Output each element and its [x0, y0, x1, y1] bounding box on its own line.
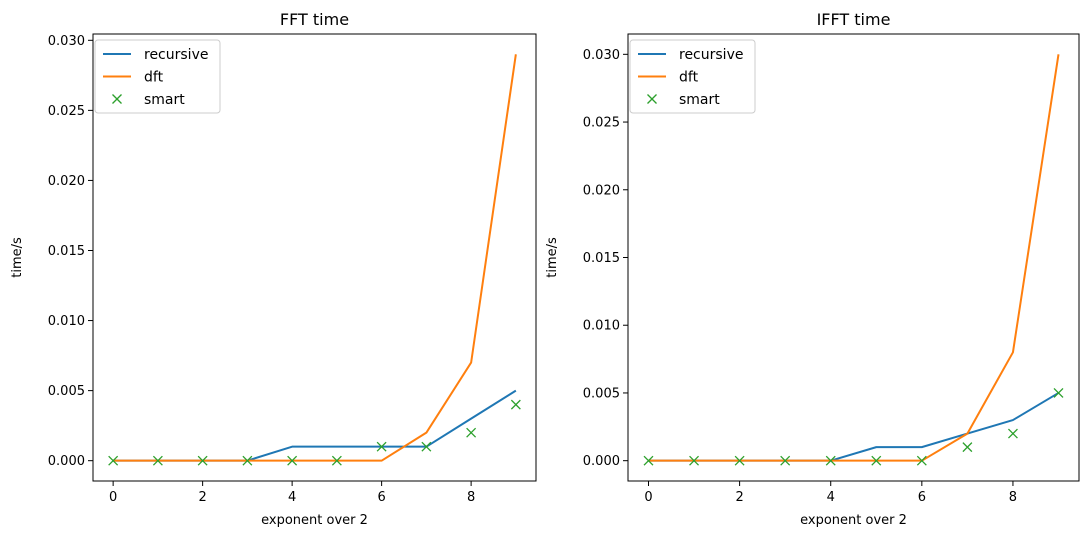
chart-0-y-tick-label: 0.000 [48, 454, 85, 469]
chart-1-y-tick-label: 0.000 [583, 454, 620, 469]
chart-1-title: IFFT time [817, 10, 891, 29]
chart-0-x-tick-label: 8 [467, 490, 475, 505]
chart-1-x-tick-label: 2 [735, 490, 743, 505]
chart-0-series-smart-point [197, 455, 208, 466]
chart-0-series-smart-point [421, 441, 432, 452]
chart-0-series-smart-point [510, 399, 521, 410]
chart-0-series-smart-point [331, 455, 342, 466]
chart-1-y-tick-label: 0.010 [583, 319, 620, 334]
chart-0-y-tick-label: 0.030 [48, 34, 85, 49]
chart-0-y-axis-label: time/s [10, 237, 25, 278]
chart-1-x-tick-label: 8 [1009, 490, 1017, 505]
chart-1-series-smart-point [825, 455, 836, 466]
chart-1-series-smart-point [689, 455, 700, 466]
chart-0-series-smart-point [152, 455, 163, 466]
chart-0-x-axis-label: exponent over 2 [261, 513, 368, 528]
chart-1-y-tick-label: 0.030 [583, 48, 620, 63]
chart-0-series-smart-point [108, 455, 119, 466]
chart-1-legend-box [629, 39, 756, 114]
chart-0-x-tick-label: 0 [109, 490, 117, 505]
chart-1-series-smart-point [871, 455, 882, 466]
chart-1-legend: recursive dft smart [629, 39, 756, 114]
chart-1-series-smart-point [1053, 387, 1064, 398]
fft-time-chart: FFT time 0 2 4 6 8 0.000 0.005 0.010 0.015 0.020 0.… [10, 10, 537, 528]
chart-1-x-tick-label: 6 [918, 490, 926, 505]
chart-0-x-tick-label: 2 [198, 490, 206, 505]
chart-0-y-tick-label: 0.020 [48, 174, 85, 189]
chart-1-series-dft-line [648, 54, 1060, 462]
chart-1-y-tick-label: 0.005 [583, 386, 620, 401]
chart-0-legend: recursive dft smart [94, 39, 221, 114]
chart-0-legend-label-smart: smart [144, 92, 185, 108]
chart-0-y-tick-label: 0.015 [48, 244, 85, 259]
chart-1-x-tick-label: 4 [827, 490, 835, 505]
chart-0-series-smart-point [287, 455, 298, 466]
chart-0-legend-swatch-smart [112, 94, 122, 104]
chart-0-x-tick-label: 4 [288, 490, 296, 505]
chart-0-x-tick-label: 6 [377, 490, 385, 505]
chart-1-series-smart-point [962, 442, 973, 453]
chart-1-legend-label-recursive: recursive [679, 47, 743, 63]
chart-0-title: FFT time [280, 10, 349, 29]
chart-1-legend-swatch-smart [647, 94, 657, 104]
chart-1-x-axis-label: exponent over 2 [800, 513, 907, 528]
chart-1-legend-label-dft: dft [679, 70, 699, 86]
chart-0-series-dft-line [113, 54, 517, 462]
chart-0-legend-label-recursive: recursive [144, 47, 208, 63]
chart-1-series-smart-point [916, 455, 927, 466]
chart-1-legend-label-smart: smart [679, 92, 720, 108]
chart-1-series-smart-point [734, 455, 745, 466]
chart-1-series-recursive-line [648, 392, 1060, 462]
chart-0-series-smart-point [376, 441, 387, 452]
chart-0-legend-box [94, 39, 221, 114]
chart-1-series-smart-point [643, 455, 654, 466]
chart-1-x-tick-label: 0 [644, 490, 652, 505]
chart-1-y-tick-label: 0.025 [583, 116, 620, 131]
chart-1-y-axis-label: time/s [545, 237, 560, 278]
chart-0-series-smart-point [466, 427, 477, 438]
chart-0-y-tick-label: 0.025 [48, 104, 85, 119]
chart-0-series-smart-point [242, 455, 253, 466]
chart-1-y-tick-label: 0.020 [583, 183, 620, 198]
chart-0-y-tick-label: 0.005 [48, 384, 85, 399]
chart-1-y-tick-label: 0.015 [583, 251, 620, 266]
chart-1-series-smart-point [1007, 428, 1018, 439]
ifft-time-chart: IFFT time 0 2 4 6 8 0.000 0.005 0.010 0.015 0.020 0… [545, 10, 1080, 528]
chart-0-legend-label-dft: dft [144, 70, 164, 86]
chart-0-series-recursive-line [113, 389, 517, 462]
chart-0-y-tick-label: 0.010 [48, 314, 85, 329]
chart-1-series-smart-point [780, 455, 791, 466]
chart-0-axes-frame [92, 33, 537, 482]
